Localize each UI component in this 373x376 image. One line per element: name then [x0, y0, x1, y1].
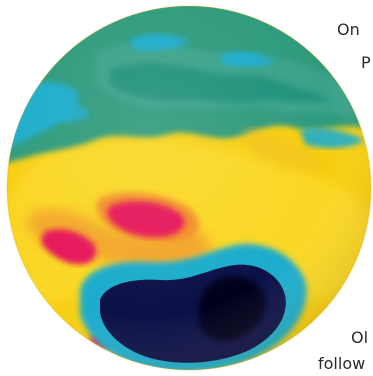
- text-fragment-2: P: [361, 53, 371, 72]
- text-fragment-1: On: [337, 20, 360, 39]
- text-fragment-4: follow: [318, 354, 366, 373]
- text-fragment-3: Ol: [351, 328, 369, 347]
